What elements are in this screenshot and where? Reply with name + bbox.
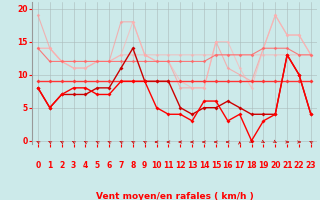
X-axis label: Vent moyen/en rafales ( km/h ): Vent moyen/en rafales ( km/h ): [96, 192, 253, 200]
